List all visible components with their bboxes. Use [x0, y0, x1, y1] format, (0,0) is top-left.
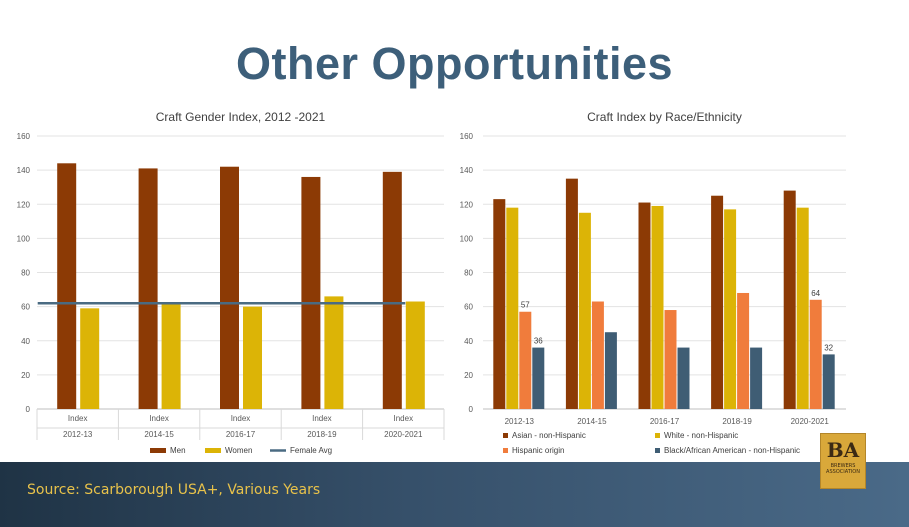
chart-2-legend-swatch: [655, 433, 660, 438]
chart-2-ytick-label: 160: [460, 132, 474, 141]
chart-1-bar-women: [324, 296, 344, 409]
chart-2-bar-white-non-hispanic: [796, 207, 809, 409]
chart-2-bar-black-african-american-non-hispanic: [604, 332, 617, 409]
chart-1-bar-women: [243, 306, 262, 409]
chart-2-category-label: 2018-19: [722, 417, 752, 426]
chart-2-title: Craft Index by Race/Ethnicity: [587, 110, 742, 124]
chart-2-ytick-label: 140: [460, 166, 474, 175]
chart-1-category-label: 2018-19: [307, 430, 337, 439]
logo-text: BREWERS ASSOCIATION: [826, 463, 860, 475]
charts-canvas: Craft Gender Index, 2012 -2021 0 20 40 60 80 1…: [17, 110, 846, 455]
chart-1-bar-men: [382, 171, 402, 409]
chart-2-legend-swatch: [503, 433, 508, 438]
chart-2-bar-asian-non-hispanic: [711, 195, 724, 409]
chart-2-bar-hispanic-origin: [591, 301, 604, 409]
logo-line-2: ASSOCIATION: [826, 469, 860, 475]
logo-line-1: BREWERS: [830, 463, 856, 469]
chart-1-ytick-label: 100: [17, 234, 31, 243]
chart-2-legend-label: Black/African American - non-Hispanic: [664, 446, 800, 455]
chart-1-bar-men: [138, 168, 158, 409]
chart-1-title: Craft Gender Index, 2012 -2021: [156, 110, 326, 124]
chart-2-bar-hispanic-origin: [737, 292, 750, 409]
logo-mark: BA: [826, 438, 860, 462]
chart-1-category-sublabel: Index: [231, 414, 251, 423]
chart-2-ytick-label: 100: [460, 234, 474, 243]
chart-2-ytick-label: 120: [460, 200, 474, 209]
chart-1-category-sublabel: Index: [394, 414, 414, 423]
chart-2-legend-label: White - non-Hispanic: [664, 431, 738, 440]
chart-1-bar-men: [220, 166, 239, 409]
footer-bar: Source: Scarborough USA+, Various Years: [0, 462, 909, 527]
chart-2-bar-white-non-hispanic: [506, 207, 519, 409]
chart-2-bar-black-african-american-non-hispanic: [822, 354, 835, 409]
chart-1-legend-swatch: [205, 448, 221, 453]
chart-2-legend-swatch: [503, 448, 508, 453]
chart-2-ytick-label: 60: [464, 303, 473, 312]
chart-2-category-label: 2012-13: [505, 417, 535, 426]
chart-2-bar-white-non-hispanic: [651, 205, 664, 409]
slide-title: Other Opportunities: [236, 38, 673, 89]
chart-2-data-label: 32: [824, 343, 833, 352]
chart-2-data-label: 36: [534, 337, 543, 346]
chart-1-legend-label: Men: [170, 446, 186, 455]
chart-1-bar-men: [57, 163, 77, 409]
chart-2-data-label: 57: [521, 301, 530, 310]
chart-1-legend-swatch: [150, 448, 166, 453]
chart-2-legend-label: Hispanic origin: [512, 446, 564, 455]
chart-1-ytick-label: 0: [26, 405, 31, 414]
chart-1-category-label: 2020-2021: [384, 430, 423, 439]
chart-1-bar-women: [80, 308, 100, 409]
chart-1-bar-men: [301, 176, 321, 409]
chart-1-category-label: 2014-15: [144, 430, 174, 439]
chart-2-legend-label: Asian - non-Hispanic: [512, 431, 586, 440]
chart-2-bar-white-non-hispanic: [724, 209, 737, 409]
chart-1-category-sublabel: Index: [68, 414, 88, 423]
chart-1-category-label: 2012-13: [63, 430, 93, 439]
chart-2-ytick-label: 40: [464, 337, 473, 346]
chart-2-category-label: 2014-15: [577, 417, 607, 426]
chart-1-ytick-label: 80: [21, 269, 30, 278]
chart-1-ytick-label: 120: [17, 200, 31, 209]
chart-2-category-label: 2020-2021: [791, 417, 830, 426]
chart-2-legend-swatch: [655, 448, 660, 453]
chart-2-bar-black-african-american-non-hispanic: [750, 347, 763, 409]
chart-1-ytick-label: 60: [21, 303, 30, 312]
chart-1-legend-label: Female Avg: [290, 446, 332, 455]
chart-2-data-label: 64: [811, 289, 820, 298]
chart-1-bar-women: [161, 303, 181, 409]
chart-1-category-sublabel: Index: [312, 414, 332, 423]
chart-2-bar-asian-non-hispanic: [565, 178, 578, 409]
chart-1-legend-label: Women: [225, 446, 252, 455]
chart-2-bar-black-african-american-non-hispanic: [677, 347, 690, 409]
chart-1-bar-women: [405, 301, 425, 409]
chart-2-bar-hispanic-origin: [664, 310, 677, 409]
chart-2-bar-black-african-american-non-hispanic: [532, 347, 545, 409]
chart-2-bar-asian-non-hispanic: [638, 202, 651, 409]
chart-2-bar-hispanic-origin: [809, 299, 822, 409]
chart-2-category-label: 2016-17: [650, 417, 680, 426]
chart-1-ytick-label: 160: [17, 132, 31, 141]
chart-2-ytick-label: 0: [469, 405, 474, 414]
chart-1-category-label: 2016-17: [226, 430, 256, 439]
chart-2-bar-asian-non-hispanic: [493, 199, 506, 409]
source-text: Source: Scarborough USA+, Various Years: [27, 482, 321, 498]
chart-2-bar-white-non-hispanic: [578, 212, 591, 409]
chart-2-ytick-label: 80: [464, 269, 473, 278]
brewers-association-logo: BA BREWERS ASSOCIATION: [820, 433, 866, 489]
chart-2-ytick-label: 20: [464, 371, 473, 380]
chart-2-bar-asian-non-hispanic: [783, 190, 796, 409]
chart-1-ytick-label: 140: [17, 166, 31, 175]
chart-1-ytick-label: 40: [21, 337, 30, 346]
chart-2-bar-hispanic-origin: [519, 311, 532, 409]
chart-1-ytick-label: 20: [21, 371, 30, 380]
chart-1-category-sublabel: Index: [149, 414, 169, 423]
